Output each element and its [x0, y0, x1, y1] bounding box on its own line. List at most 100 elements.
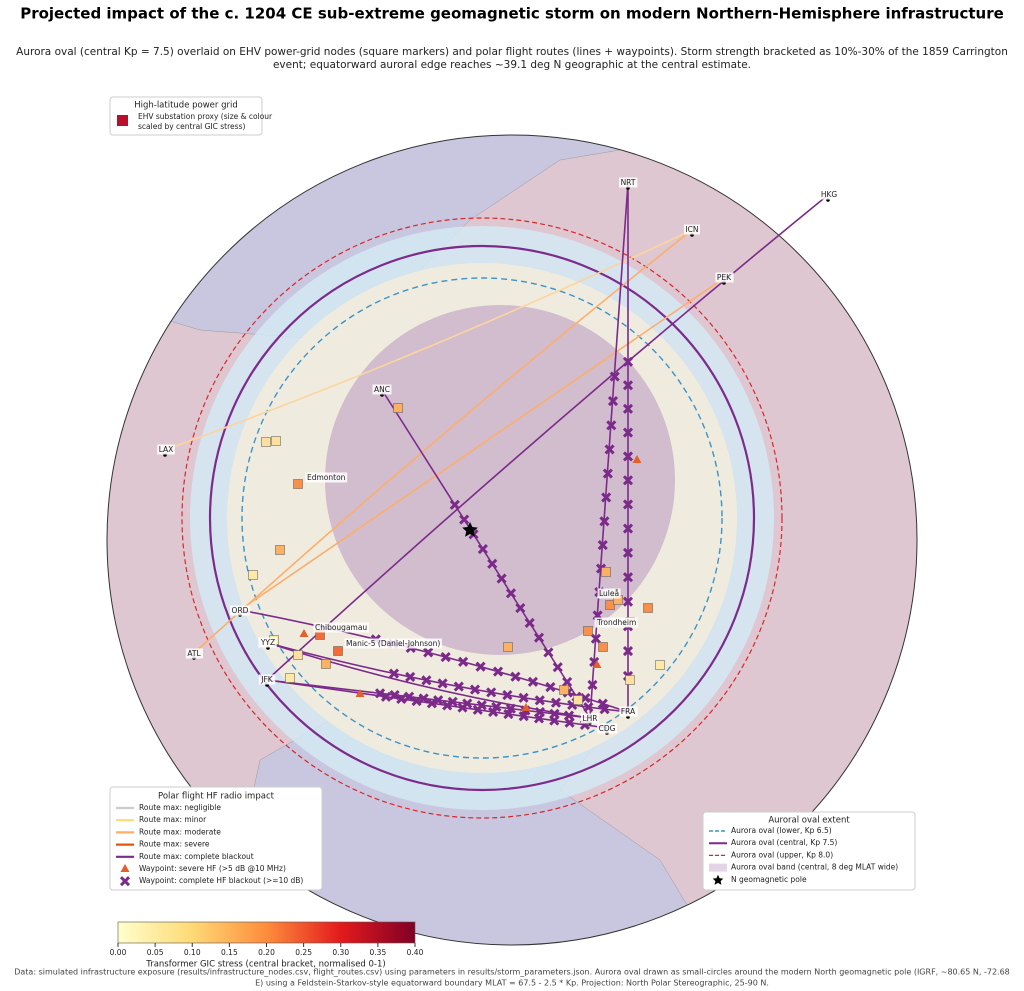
waypoint-blackout: [374, 688, 386, 699]
flight-route: [266, 679, 608, 729]
substation-marker: [321, 659, 331, 669]
substation-marker: [285, 673, 295, 683]
colorbar-tick-label: 0.20: [258, 948, 275, 957]
waypoint-blackout: [423, 647, 434, 658]
label-bg: [597, 723, 618, 734]
substation-marker: [393, 403, 403, 413]
waypoint-blackout: [590, 633, 601, 644]
colorbar-tick-label: 0.05: [147, 948, 164, 957]
waypoint-blackout: [496, 573, 507, 584]
flight-route: [381, 389, 591, 719]
waypoint-blackout: [515, 603, 526, 614]
waypoint-blackout: [437, 678, 448, 689]
substation-marker: [605, 600, 615, 610]
waypoint-blackout: [486, 687, 497, 698]
waypoint-blackout: [622, 523, 634, 534]
legend-entry: Route max: severe: [139, 840, 210, 849]
label-bg: [230, 605, 251, 616]
subtitle: event; equatorward auroral edge reaches …: [273, 59, 751, 71]
waypoint-blackout: [583, 702, 594, 713]
waypoint-blackout: [597, 539, 608, 551]
legend-swatch: [120, 864, 130, 872]
waypoint-blackout: [518, 692, 529, 703]
legend-entry: EHV substation proxy (size & colour: [138, 112, 273, 121]
substation-marker: [333, 646, 343, 656]
legend-box: [109, 96, 263, 136]
map-label: YYZ: [260, 638, 275, 647]
substation-marker: [583, 626, 593, 636]
map-label: Edmonton: [307, 473, 346, 482]
footnote: E) using a Feldstein-Starkov-style equat…: [255, 979, 769, 988]
label-bg: [372, 384, 392, 395]
oval-upper: [181, 217, 783, 819]
substation-marker: [503, 642, 513, 652]
legend-entry: Route max: moderate: [139, 827, 221, 836]
label-bg: [313, 622, 369, 633]
waypoint-blackout: [503, 709, 514, 720]
legend-title: High-latitude power grid: [134, 101, 238, 111]
waypoint-blackout: [488, 706, 499, 717]
legend-box: [109, 786, 323, 891]
label-bg: [683, 224, 701, 235]
waypoint-blackout: [552, 662, 563, 673]
waypoint-blackout: [396, 693, 407, 705]
colorbar-tick-label: 0.15: [221, 948, 238, 957]
waypoint-blackout: [622, 451, 634, 462]
flight-route: [164, 229, 693, 451]
waypoint-blackout: [472, 704, 483, 715]
map-border: [106, 134, 918, 946]
substation-marker: [573, 695, 583, 705]
legend-entry: N geomagnetic pole: [731, 875, 807, 884]
waypoint-blackout: [527, 676, 539, 687]
flight-route: [267, 642, 629, 713]
legend-swatch: [709, 863, 727, 872]
substation-marker: [598, 642, 608, 652]
label-bg: [258, 674, 276, 685]
waypoint-blackout: [543, 647, 554, 658]
oval-lower: [241, 277, 723, 759]
waypoint-blackout: [475, 661, 486, 672]
colorbar-tick-label: 0.40: [407, 948, 424, 957]
waypoint-blackout: [404, 691, 415, 702]
waypoint-blackout: [606, 420, 617, 431]
map-label: JFK: [260, 675, 274, 684]
waypoint-blackout: [622, 427, 634, 438]
substation-marker: [559, 685, 569, 695]
map-label: NRT: [621, 178, 636, 187]
waypoint-blackout: [533, 713, 545, 724]
colorbar-tick-label: 0.10: [184, 948, 201, 957]
waypoint-blackout: [622, 572, 634, 583]
map-label: FRA: [621, 707, 636, 716]
colorbar-label: Transformer GIC stress (central bracket,…: [145, 960, 385, 970]
legend-swatch: [712, 874, 724, 885]
oval-central: [208, 244, 756, 792]
map-label: ANC: [374, 385, 390, 394]
waypoint-blackout: [622, 596, 634, 607]
legend-title: Polar flight HF radio impact: [158, 792, 275, 802]
waypoint-severe: [299, 629, 309, 637]
waypoint-blackout: [622, 499, 634, 510]
label-bg: [185, 648, 203, 659]
map-label: Trondheim: [596, 618, 636, 627]
legend-entry: Aurora oval (lower, Kp 6.5): [731, 826, 832, 835]
labels: NRT HKG ICN PEK ANC LAX ORD ATL YYZ JFK LHR FRA CDG E…: [157, 177, 839, 734]
legend-title: Auroral oval extent: [768, 816, 850, 826]
substation-marker: [643, 603, 653, 613]
waypoint-blackout: [564, 717, 575, 728]
waypoint-blackout: [492, 666, 504, 677]
waypoint-severe: [355, 689, 365, 697]
waypoint-blackout: [622, 380, 634, 391]
waypoint-blackout: [533, 632, 545, 643]
colorbar-tick-label: 0.00: [110, 948, 127, 957]
waypoint-severe: [632, 455, 642, 463]
waypoint-blackout: [505, 703, 516, 714]
footnote: Data: simulated infrastructure exposure …: [14, 968, 1010, 977]
legend-entry: Aurora oval (upper, Kp 8.0): [731, 850, 833, 859]
legend-swatch: [117, 115, 128, 126]
map-label: Chibougamau: [315, 623, 367, 632]
substation-marker: [293, 650, 303, 660]
substation-marker: [625, 675, 635, 685]
waypoint-severe: [592, 660, 602, 668]
label-bg: [597, 588, 621, 599]
